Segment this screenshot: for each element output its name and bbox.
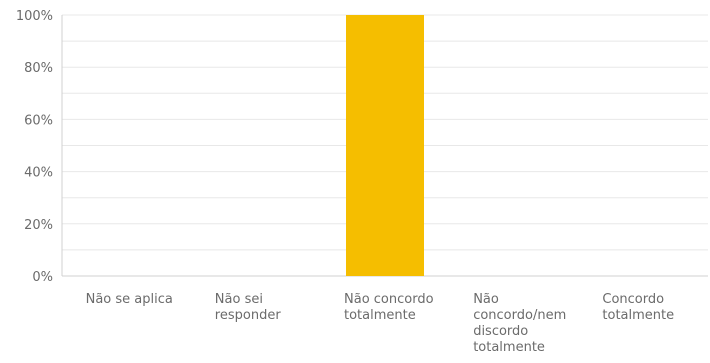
y-tick-label: 60% <box>24 113 53 128</box>
x-category-label: Concordo totalmente <box>602 292 675 323</box>
y-tick-label: 20% <box>24 218 53 233</box>
x-category-label: Não concordo totalmente <box>344 292 434 323</box>
x-category-label: Não sei responder <box>214 292 281 323</box>
x-category-label: Não concordo/nem discordo totalmente <box>473 292 567 355</box>
y-tick-label: 80% <box>24 61 53 76</box>
y-tick-label: 40% <box>24 166 53 181</box>
y-tick-label: 0% <box>32 270 53 285</box>
bar <box>346 15 424 276</box>
y-tick-label: 100% <box>16 9 53 24</box>
x-category-label: Não se aplica <box>85 292 173 307</box>
